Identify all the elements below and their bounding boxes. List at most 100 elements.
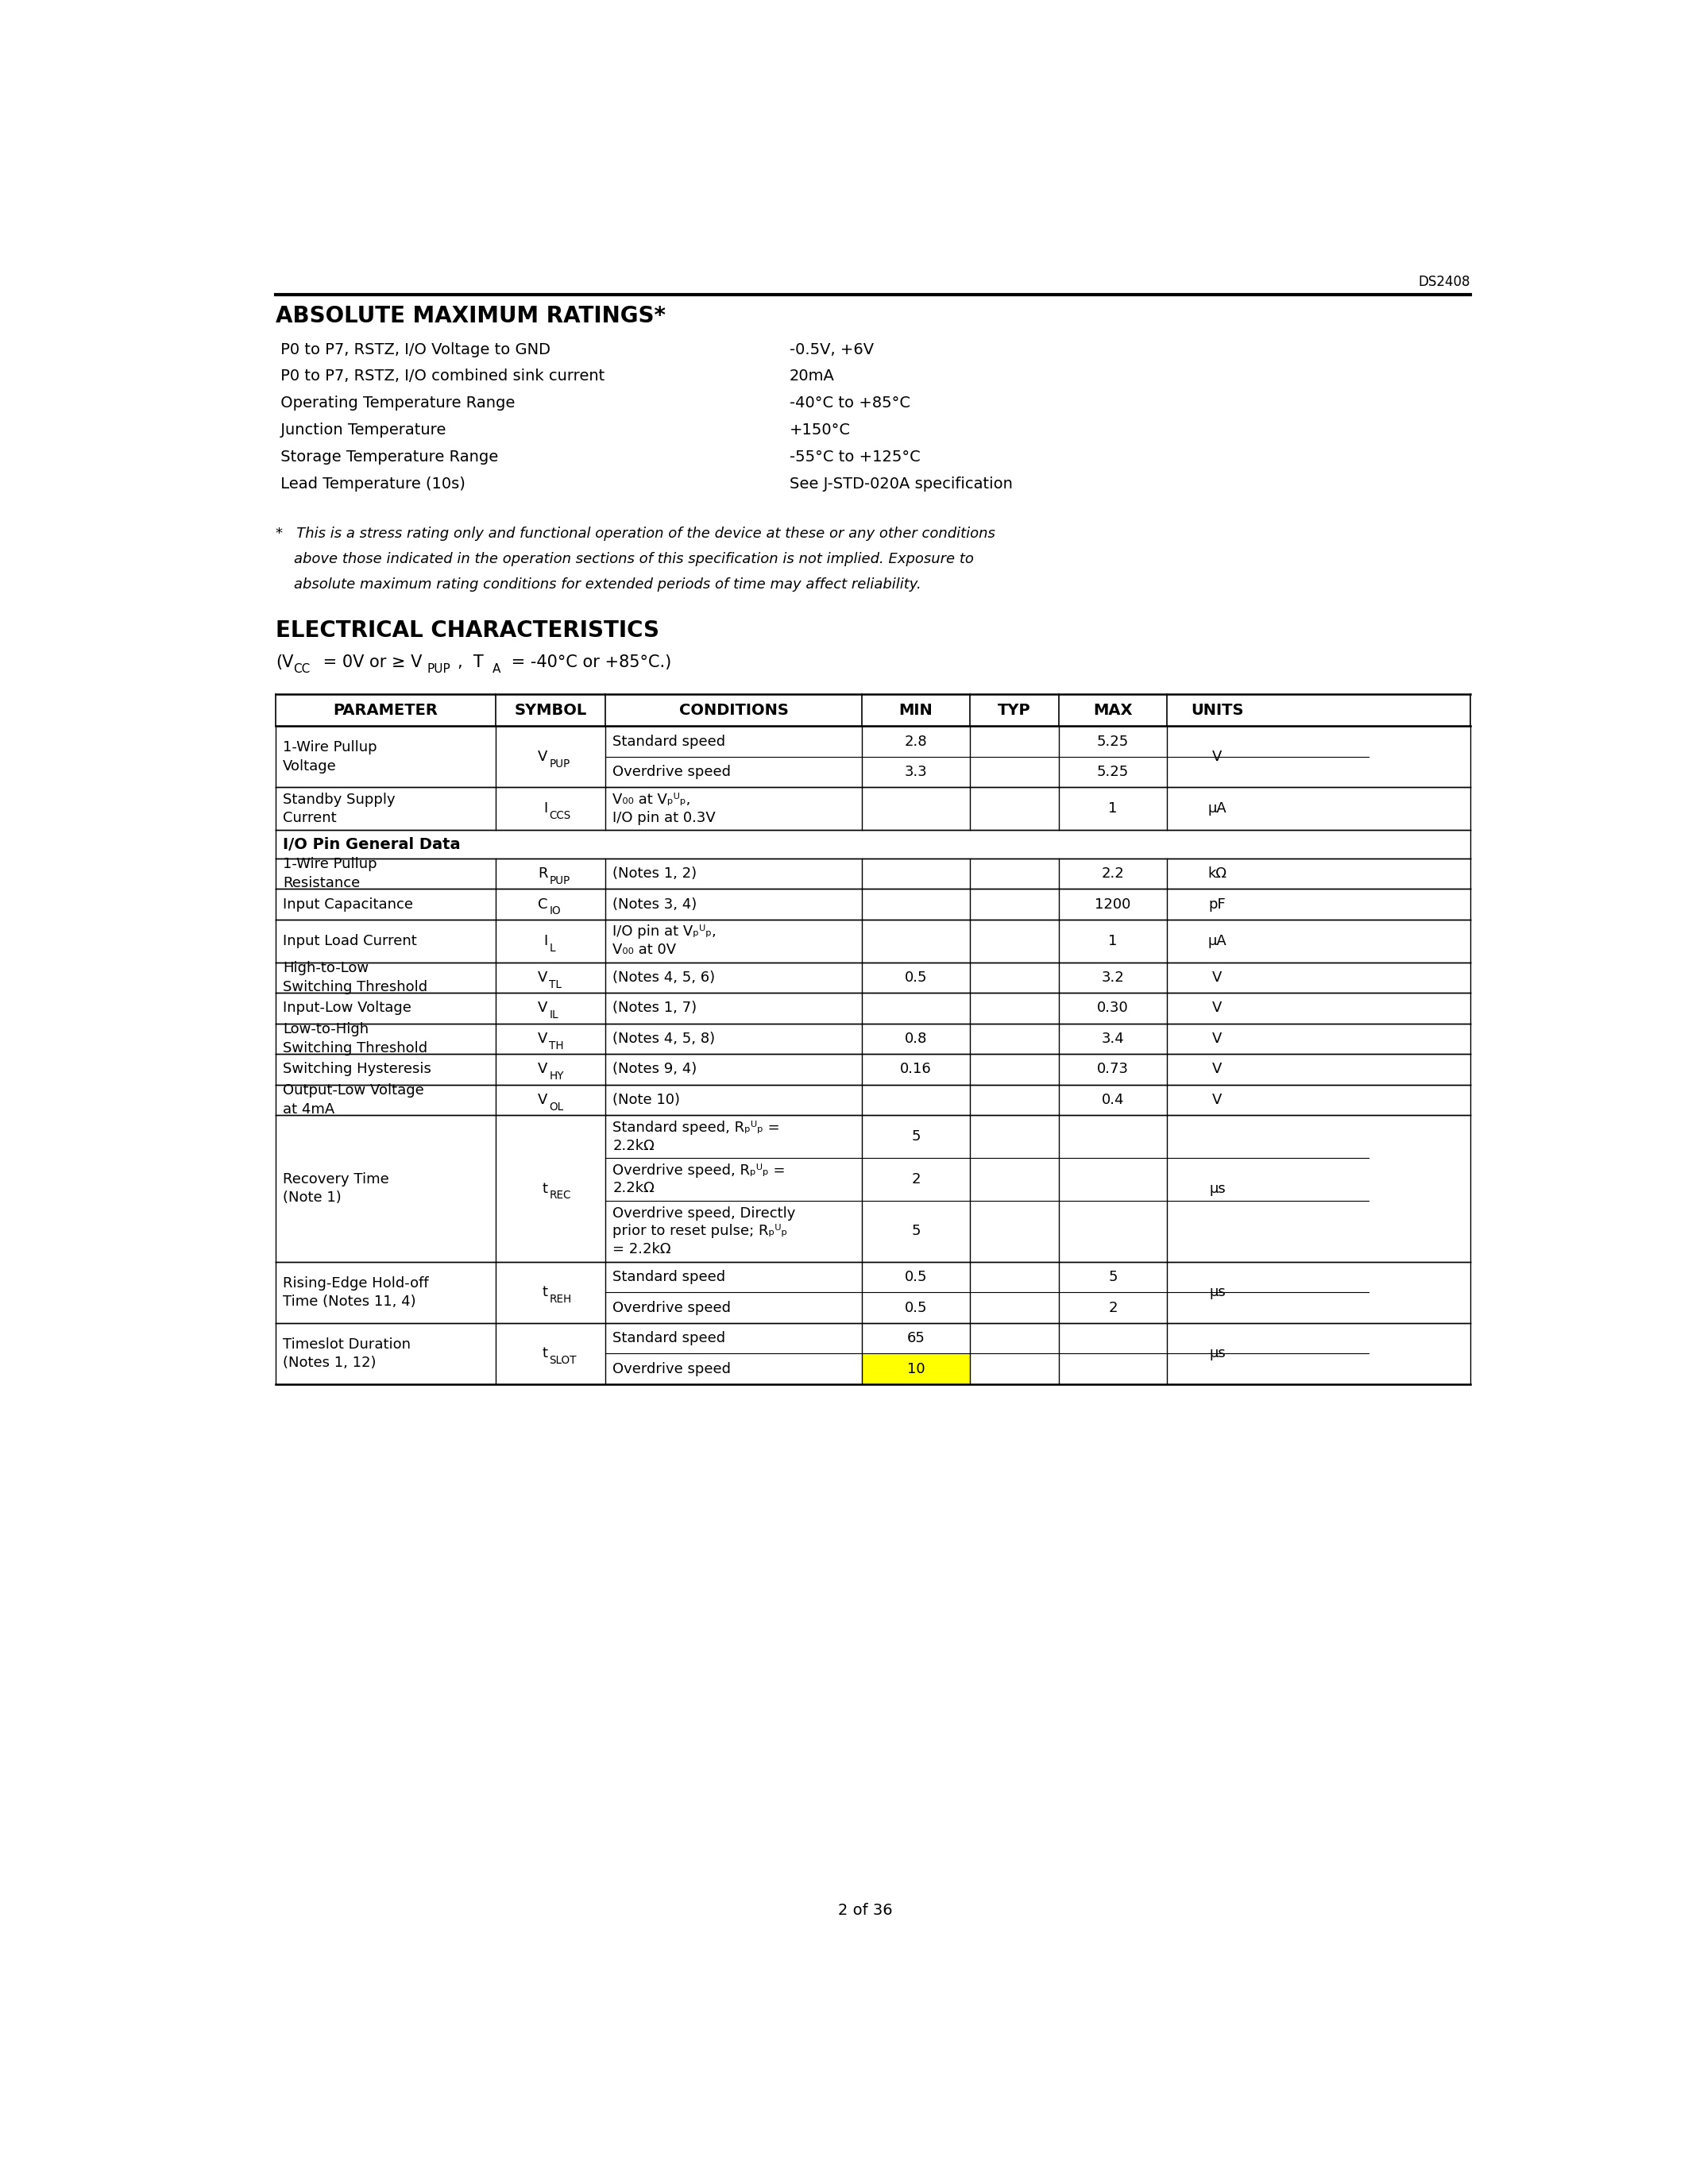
Text: ELECTRICAL CHARACTERISTICS: ELECTRICAL CHARACTERISTICS xyxy=(275,620,660,642)
Text: μA: μA xyxy=(1209,935,1227,948)
Text: PUP: PUP xyxy=(427,662,451,675)
Text: Storage Temperature Range: Storage Temperature Range xyxy=(275,450,498,465)
Text: 1: 1 xyxy=(1109,935,1117,948)
Text: PARAMETER: PARAMETER xyxy=(333,703,437,719)
Text: 0.73: 0.73 xyxy=(1097,1061,1129,1077)
Text: -40°C to +85°C: -40°C to +85°C xyxy=(790,395,910,411)
Text: (Note 10): (Note 10) xyxy=(613,1092,680,1107)
Text: (Notes 1, 7): (Notes 1, 7) xyxy=(613,1000,697,1016)
Text: = -40°C or +85°C.): = -40°C or +85°C.) xyxy=(506,655,672,670)
Text: Timeslot Duration
(Notes 1, 12): Timeslot Duration (Notes 1, 12) xyxy=(284,1337,410,1369)
Text: High-to-Low
Switching Threshold: High-to-Low Switching Threshold xyxy=(284,961,427,994)
Text: μs: μs xyxy=(1209,1182,1225,1195)
Text: (V: (V xyxy=(275,655,294,670)
Text: CCS: CCS xyxy=(549,810,571,821)
Text: Output-Low Voltage
at 4mA: Output-Low Voltage at 4mA xyxy=(284,1083,424,1116)
Text: MIN: MIN xyxy=(898,703,933,719)
Text: P0 to P7, RSTZ, I/O Voltage to GND: P0 to P7, RSTZ, I/O Voltage to GND xyxy=(275,343,550,356)
Text: 1-Wire Pullup
Voltage: 1-Wire Pullup Voltage xyxy=(284,740,376,773)
Text: Rising-Edge Hold-off
Time (Notes 11, 4): Rising-Edge Hold-off Time (Notes 11, 4) xyxy=(284,1275,429,1308)
Text: HY: HY xyxy=(549,1070,564,1081)
Text: SYMBOL: SYMBOL xyxy=(515,703,586,719)
Text: 0.5: 0.5 xyxy=(905,1271,927,1284)
Text: 5.25: 5.25 xyxy=(1097,764,1129,780)
Text: t: t xyxy=(542,1348,549,1361)
Text: V: V xyxy=(1212,749,1222,764)
Text: I: I xyxy=(544,935,549,948)
Text: Lead Temperature (10s): Lead Temperature (10s) xyxy=(275,476,466,491)
Text: 10: 10 xyxy=(906,1363,925,1376)
Text: IL: IL xyxy=(549,1009,559,1020)
Text: Input-Low Voltage: Input-Low Voltage xyxy=(284,1000,412,1016)
Text: 1200: 1200 xyxy=(1096,898,1131,911)
Text: 0.5: 0.5 xyxy=(905,970,927,985)
Text: pF: pF xyxy=(1209,898,1225,911)
Text: (Notes 3, 4): (Notes 3, 4) xyxy=(613,898,697,911)
Text: 3.2: 3.2 xyxy=(1102,970,1124,985)
Text: V₀₀ at Vₚᵁₚ,
I/O pin at 0.3V: V₀₀ at Vₚᵁₚ, I/O pin at 0.3V xyxy=(613,793,716,826)
Text: CONDITIONS: CONDITIONS xyxy=(679,703,788,719)
Text: V: V xyxy=(1212,1000,1222,1016)
Text: μs: μs xyxy=(1209,1286,1225,1299)
Text: ,  T: , T xyxy=(457,655,484,670)
Text: μA: μA xyxy=(1209,802,1227,817)
Text: A: A xyxy=(493,662,501,675)
Text: MAX: MAX xyxy=(1094,703,1133,719)
Text: 5.25: 5.25 xyxy=(1097,734,1129,749)
Text: 0.8: 0.8 xyxy=(905,1031,927,1046)
Text: (Notes 1, 2): (Notes 1, 2) xyxy=(613,867,697,880)
Text: Junction Temperature: Junction Temperature xyxy=(275,424,446,437)
Text: 5: 5 xyxy=(912,1129,920,1144)
Text: 5: 5 xyxy=(912,1225,920,1238)
Text: kΩ: kΩ xyxy=(1209,867,1227,880)
Text: P0 to P7, RSTZ, I/O combined sink current: P0 to P7, RSTZ, I/O combined sink curren… xyxy=(275,369,604,384)
Text: I/O Pin General Data: I/O Pin General Data xyxy=(284,836,461,852)
Text: +150°C: +150°C xyxy=(790,424,851,437)
Text: ABSOLUTE MAXIMUM RATINGS*: ABSOLUTE MAXIMUM RATINGS* xyxy=(275,306,665,328)
Bar xyxy=(863,1354,969,1385)
Text: CC: CC xyxy=(294,662,311,675)
Text: t: t xyxy=(542,1182,549,1195)
Text: 3.3: 3.3 xyxy=(905,764,927,780)
Text: 3.4: 3.4 xyxy=(1102,1031,1124,1046)
Text: V: V xyxy=(1212,1092,1222,1107)
Text: Operating Temperature Range: Operating Temperature Range xyxy=(275,395,515,411)
Text: Standby Supply
Current: Standby Supply Current xyxy=(284,793,395,826)
Text: (Notes 4, 5, 8): (Notes 4, 5, 8) xyxy=(613,1031,716,1046)
Text: -55°C to +125°C: -55°C to +125°C xyxy=(790,450,920,465)
Text: TH: TH xyxy=(549,1040,564,1051)
Text: I/O pin at Vₚᵁₚ,
V₀₀ at 0V: I/O pin at Vₚᵁₚ, V₀₀ at 0V xyxy=(613,924,716,957)
Text: 0.16: 0.16 xyxy=(900,1061,932,1077)
Text: Overdrive speed: Overdrive speed xyxy=(613,1302,731,1315)
Text: TL: TL xyxy=(549,978,562,989)
Text: OL: OL xyxy=(549,1101,564,1112)
Text: 65: 65 xyxy=(906,1332,925,1345)
Text: V: V xyxy=(538,1061,549,1077)
Text: Standard speed: Standard speed xyxy=(613,734,726,749)
Text: C: C xyxy=(538,898,549,911)
Text: 2.2: 2.2 xyxy=(1102,867,1124,880)
Text: Recovery Time
(Note 1): Recovery Time (Note 1) xyxy=(284,1173,390,1206)
Text: μs: μs xyxy=(1209,1348,1225,1361)
Text: V: V xyxy=(538,970,549,985)
Text: V: V xyxy=(1212,1031,1222,1046)
Text: (Notes 9, 4): (Notes 9, 4) xyxy=(613,1061,697,1077)
Text: V: V xyxy=(1212,970,1222,985)
Text: 1-Wire Pullup
Resistance: 1-Wire Pullup Resistance xyxy=(284,856,376,891)
Text: V: V xyxy=(538,1092,549,1107)
Text: REH: REH xyxy=(549,1293,572,1306)
Text: Standard speed, Rₚᵁₚ =
2.2kΩ: Standard speed, Rₚᵁₚ = 2.2kΩ xyxy=(613,1120,780,1153)
Text: 5: 5 xyxy=(1109,1271,1117,1284)
Text: V: V xyxy=(1212,1061,1222,1077)
Text: *   This is a stress rating only and functional operation of the device at these: * This is a stress rating only and funct… xyxy=(275,526,996,542)
Text: 2 of 36: 2 of 36 xyxy=(837,1902,893,1918)
Text: Switching Hysteresis: Switching Hysteresis xyxy=(284,1061,432,1077)
Text: absolute maximum rating conditions for extended periods of time may affect relia: absolute maximum rating conditions for e… xyxy=(275,577,922,592)
Text: Low-to-High
Switching Threshold: Low-to-High Switching Threshold xyxy=(284,1022,427,1055)
Text: V: V xyxy=(538,1000,549,1016)
Text: See J-STD-020A specification: See J-STD-020A specification xyxy=(790,476,1013,491)
Text: = 0V or ≥ V: = 0V or ≥ V xyxy=(317,655,422,670)
Text: 0.4: 0.4 xyxy=(1102,1092,1124,1107)
Text: L: L xyxy=(549,941,555,954)
Text: UNITS: UNITS xyxy=(1192,703,1244,719)
